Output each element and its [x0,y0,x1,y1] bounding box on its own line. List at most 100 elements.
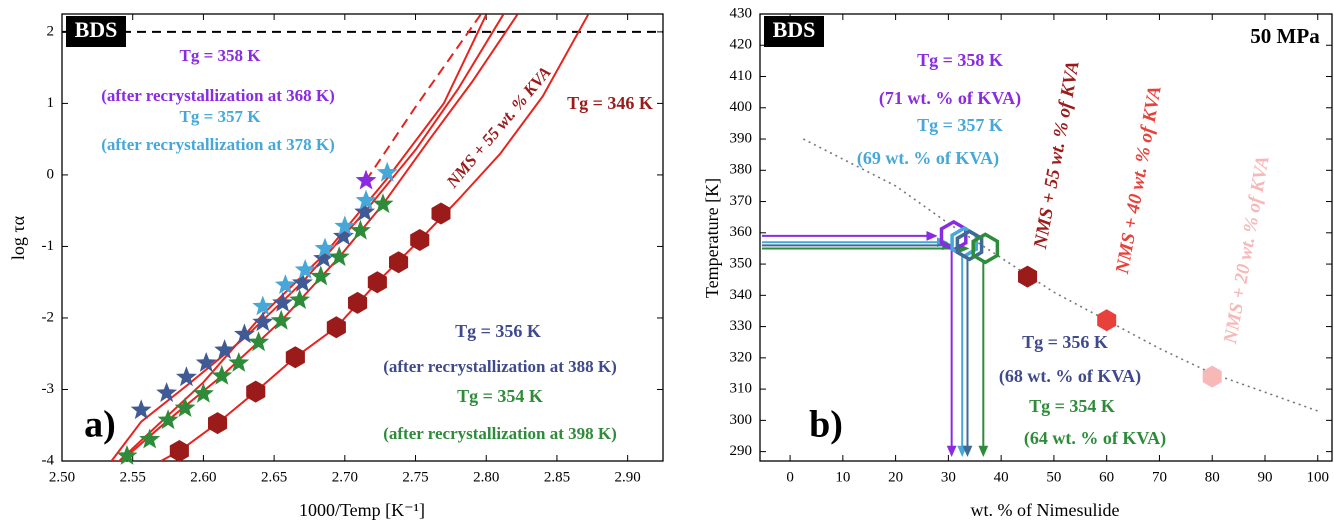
star-marker [355,169,377,190]
star-marker [349,219,371,240]
x-tick-label: 10 [835,469,850,485]
annotation: BDS [773,17,816,42]
y-tick-label: 320 [730,349,753,365]
x-tick-label: 2.70 [332,469,358,485]
annotation: NMS + 55 wt. % of KVA [1030,59,1084,251]
annotation: 50 MPa [1250,24,1320,48]
annotation: Tg = 357 K [917,115,1003,135]
y-tick-label: -1 [42,238,55,254]
hexagon-marker [389,251,409,274]
star-marker [211,364,233,385]
hexagon-marker [1018,265,1038,288]
y-tick-label: -2 [42,309,55,325]
star-marker [174,397,196,417]
y-axis-label: log τα [8,215,28,260]
y-tick-label: -4 [42,452,55,468]
hexagon-marker [410,229,430,251]
x-tick-label: 70 [1152,469,1167,485]
y-tick-label: 340 [730,287,753,303]
star-marker [294,259,316,279]
y-tick-label: 2 [47,23,55,39]
star-marker [193,382,214,403]
x-axis-label: 1000/Temp [K⁻¹] [299,500,425,520]
y-axis-label: Temperature [K] [702,178,722,298]
star-marker [291,271,313,292]
star-marker [252,295,274,316]
star-marker [372,193,394,214]
x-tick-label: 2.90 [615,469,641,485]
annotation: Tg = 346 K [567,93,653,113]
star-marker [130,399,152,420]
hexagon-marker [971,232,1000,265]
annotation: Tg = 358 K [917,50,1003,70]
x-tick-label: 2.85 [544,469,570,485]
star-marker [139,428,161,449]
annotation: a) [84,404,116,446]
star-marker [270,309,292,330]
star-marker [354,201,376,221]
hexagon-marker [208,412,228,435]
x-tick-label: 30 [941,469,956,485]
star-marker [332,225,354,246]
hexagon-marker [348,291,368,314]
annotation: (71 wt. % of KVA) [879,88,1021,109]
star-marker [156,382,178,402]
annotation: (after recrystallization at 388 K) [383,357,617,376]
annotation: Tg = 354 K [1029,396,1115,416]
annotation: Tg = 357 K [180,107,262,126]
x-tick-label: 0 [786,469,794,485]
x-tick-label: 2.80 [473,469,499,485]
star-marker [234,323,255,344]
hexagon-marker [1097,309,1117,332]
y-tick-label: -3 [42,381,55,397]
star-marker [314,237,336,258]
star-marker [248,331,269,352]
x-tick-label: 2.60 [190,469,216,485]
y-tick-label: 380 [730,162,753,178]
annotation: Tg = 354 K [457,386,543,406]
y-tick-label: 330 [730,318,753,334]
annotation: BDS [75,17,118,42]
annotation: (after recrystallization at 368 K) [101,86,335,105]
annotation: (after recrystallization at 378 K) [101,135,335,154]
star-marker [272,291,294,312]
annotation: Tg = 356 K [1022,332,1108,352]
plot-frame [759,13,1333,462]
arrow-head [962,445,973,457]
fit-line [802,138,1319,412]
star-marker [275,274,296,294]
x-tick-label: 80 [1205,469,1220,485]
y-tick-label: 0 [47,166,55,182]
x-axis-label: wt. % of Nimesulide [971,500,1120,520]
y-tick-label: 1 [47,95,55,111]
x-tick-label: 20 [888,469,903,485]
hexagon-marker [246,380,266,403]
star-marker [355,189,377,210]
hexagon-marker [326,316,346,339]
y-tick-label: 290 [730,443,753,459]
x-tick-label: 60 [1099,469,1114,485]
x-tick-label: 90 [1257,469,1272,485]
arrow-head [946,445,957,457]
annotation: NMS + 55 wt. % KVA [442,63,555,192]
annotation: b) [809,404,843,446]
y-tick-label: 430 [730,5,753,21]
x-tick-label: 2.65 [261,469,287,485]
y-tick-label: 360 [730,224,753,240]
annotation: (69 wt. % of KVA) [857,148,999,169]
star-marker [195,352,217,372]
x-tick-label: 40 [994,469,1009,485]
fit-line [365,14,482,182]
plot-frame [61,13,664,462]
y-tick-label: 300 [730,412,753,428]
star-marker [376,161,398,182]
y-tick-label: 420 [730,37,753,53]
hexagon-marker [285,346,305,369]
label-box [764,16,824,47]
x-tick-label: 50 [1046,469,1061,485]
star-marker [157,409,179,430]
y-tick-label: 410 [730,68,753,84]
annotation: NMS + 20 wt. % of KVA [1220,154,1274,346]
